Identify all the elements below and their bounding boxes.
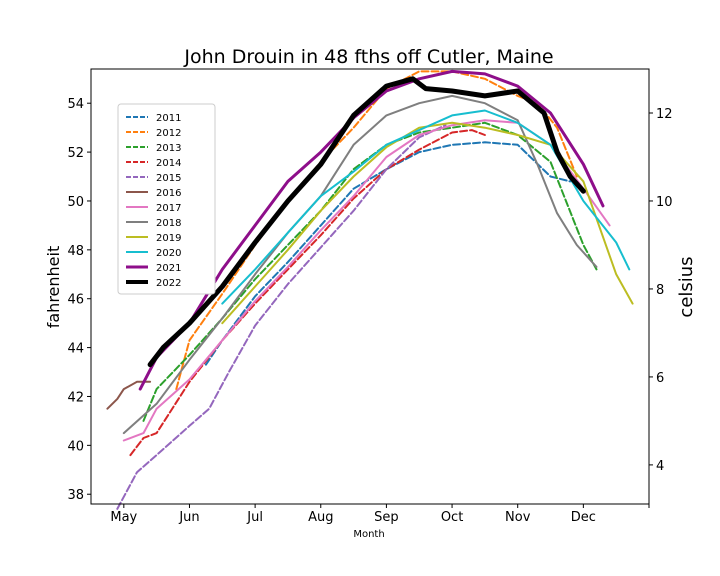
y-tick-label: 44 bbox=[67, 342, 84, 357]
series-line-2021 bbox=[138, 69, 605, 391]
y-axis-label: fahrenheit bbox=[44, 246, 63, 329]
x-tick-label: Aug bbox=[308, 510, 333, 525]
legend-frame bbox=[117, 103, 216, 295]
x-axis-label: Month bbox=[353, 529, 384, 540]
y-tick-label: 48 bbox=[67, 244, 84, 259]
series-line-2020 bbox=[221, 109, 631, 305]
y2-tick-label: 8 bbox=[656, 283, 664, 298]
y2-axis-label: celsius bbox=[676, 256, 697, 317]
y-tick-label: 38 bbox=[67, 488, 84, 503]
series-line-2018 bbox=[122, 94, 598, 435]
x-tick-label: May bbox=[110, 510, 137, 525]
plot-frame bbox=[90, 68, 650, 505]
legend-label-2014: 2014 bbox=[156, 158, 181, 169]
y-tick-label: 52 bbox=[67, 146, 84, 161]
x-axis-ticks: May Jun Jul Aug Sep Oct Nov Dec bbox=[110, 504, 650, 525]
legend-label-2011: 2011 bbox=[156, 113, 181, 124]
y2-tick-label: 10 bbox=[656, 195, 673, 210]
legend-label-2016: 2016 bbox=[156, 188, 181, 199]
legend-label-2015: 2015 bbox=[156, 173, 181, 184]
x-tick-label: Sep bbox=[374, 510, 399, 525]
legend-label-2013: 2013 bbox=[156, 143, 181, 154]
legend-label-2017: 2017 bbox=[156, 203, 181, 214]
x-tick-label: Jun bbox=[178, 510, 199, 525]
x-tick-label: Dec bbox=[571, 510, 596, 525]
legend-label-2019: 2019 bbox=[156, 233, 181, 244]
series-line-2011 bbox=[204, 141, 572, 366]
legend-label-2022: 2022 bbox=[156, 278, 181, 289]
y-tick-label: 42 bbox=[67, 390, 84, 405]
y-tick-label: 54 bbox=[67, 97, 84, 112]
series-line-2015 bbox=[116, 124, 447, 510]
legend-label-2020: 2020 bbox=[156, 248, 181, 259]
x-tick-label: Jul bbox=[246, 510, 263, 525]
y-axis-ticks: 38 40 42 44 46 48 50 52 54 bbox=[67, 97, 91, 503]
x-tick-label: Nov bbox=[505, 510, 531, 525]
y-tick-label: 50 bbox=[67, 195, 84, 210]
y-tick-label: 40 bbox=[67, 439, 84, 454]
x-tick-label: Oct bbox=[441, 510, 463, 525]
y2-tick-label: 6 bbox=[656, 371, 664, 386]
y2-tick-label: 12 bbox=[656, 107, 673, 122]
series-layer bbox=[106, 69, 634, 510]
series-line-2016 bbox=[106, 380, 152, 410]
legend-label-2012: 2012 bbox=[156, 128, 181, 139]
series-line-2014 bbox=[129, 129, 486, 457]
chart-title: John Drouin in 48 fths off Cutler, Maine bbox=[183, 46, 553, 68]
legend-label-2021: 2021 bbox=[156, 263, 181, 274]
legend-label-2018: 2018 bbox=[156, 218, 181, 229]
y-tick-label: 46 bbox=[67, 293, 84, 308]
legend: 2011 2012 2013 2014 2015 2016 2017 2018 2019 2020… bbox=[117, 103, 216, 295]
series-line-2022 bbox=[147, 76, 586, 368]
y2-axis-ticks: 4 6 8 10 12 bbox=[649, 107, 673, 474]
series-line-2019 bbox=[221, 121, 634, 325]
y2-tick-label: 4 bbox=[656, 459, 664, 474]
